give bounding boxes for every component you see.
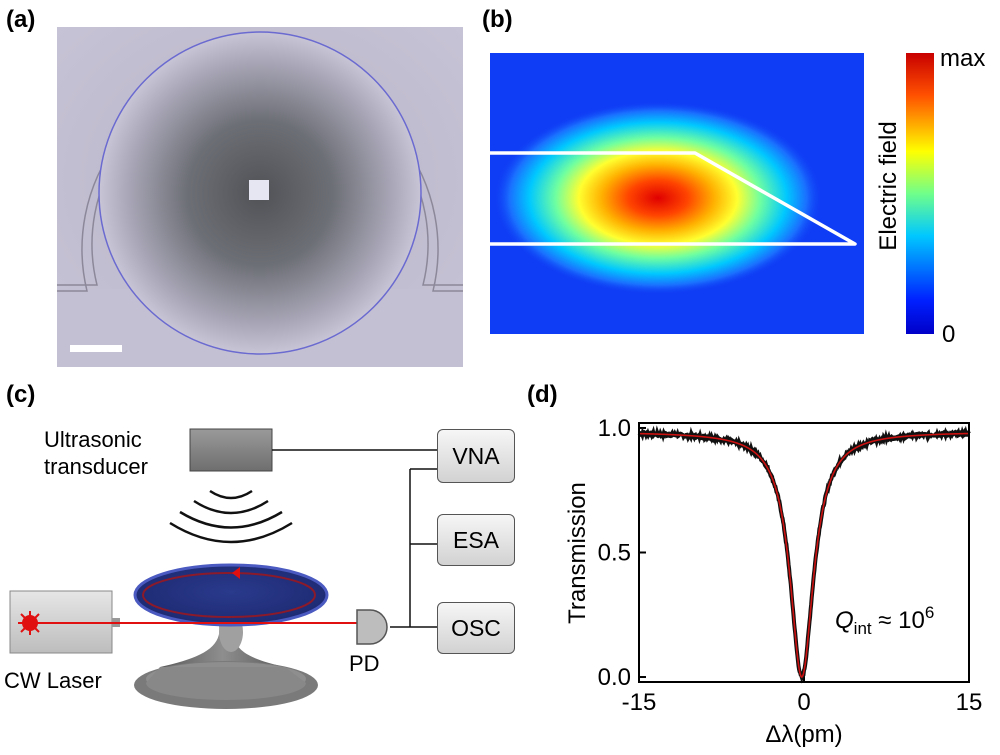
vna-box: VNA (437, 429, 515, 483)
photodetector (356, 609, 388, 645)
panel-label-d: (d) (527, 381, 558, 408)
series-fit (638, 432, 970, 678)
transducer-box (189, 428, 273, 472)
wave-2 (193, 499, 269, 515)
wave-1 (209, 489, 253, 500)
q-annotation: Qint ≈ 106 (835, 603, 934, 638)
plot-frame (638, 422, 970, 683)
q-symbol: Q (835, 607, 854, 634)
microdisk (133, 563, 329, 627)
setup-schematic (9, 428, 437, 709)
y-axis-label: Transmission (564, 482, 591, 624)
laser-label: CW Laser (4, 668, 102, 693)
mode-profile (490, 53, 864, 334)
osc-box: OSC (437, 602, 515, 654)
colorbar (906, 53, 934, 334)
colorbar-max-label: max (940, 45, 986, 72)
panel-label-a: (a) (6, 6, 36, 33)
x-tick-label: -15 (622, 689, 657, 716)
y-tick-label: 0.5 (598, 540, 631, 567)
disk-center-pad (249, 180, 269, 200)
esa-box: ESA (437, 514, 515, 566)
scale-bar (70, 345, 122, 352)
wave-3 (179, 510, 283, 529)
wave-4 (169, 521, 293, 544)
panel-label-c: (c) (6, 381, 36, 408)
transducer-label-line2: transducer (44, 454, 148, 479)
colorbar-title: Electric field (875, 121, 902, 251)
laser-star-icon (18, 611, 42, 635)
x-tick-label: 0 (797, 689, 810, 716)
x-axis-label: Δλ(pm) (765, 721, 842, 748)
q-relation: ≈ 10 (872, 607, 925, 634)
colorbar-min-label: 0 (942, 321, 956, 348)
panel-label-b: (b) (482, 6, 513, 33)
series-measured (637, 425, 971, 684)
microscope-image (57, 27, 463, 367)
x-tick-label: 15 (956, 689, 983, 716)
q-exponent: 6 (925, 603, 934, 622)
y-tick-label: 0.0 (598, 664, 631, 691)
y-tick-label: 1.0 (598, 415, 631, 442)
transducer-label-line1: Ultrasonic (44, 427, 142, 452)
q-subscript: int (854, 619, 872, 638)
transmission-chart: -15 0 15 0.0 0.5 1.0 Qint ≈ 106 Δλ(pm) Transm… (564, 415, 983, 748)
pd-label: PD (349, 651, 380, 676)
